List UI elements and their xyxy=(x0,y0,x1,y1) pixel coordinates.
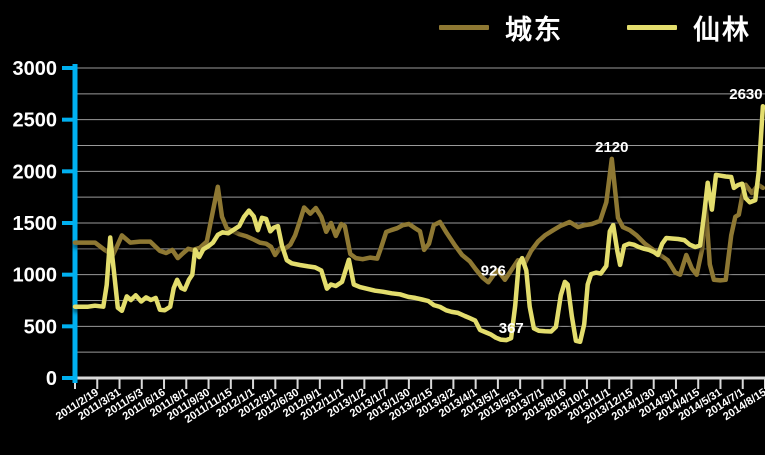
y-tick-label: 500 xyxy=(24,316,57,338)
y-tick-label: 0 xyxy=(46,368,57,390)
legend-item-xianlin: 仙林 xyxy=(627,8,751,47)
y-tick-label: 1500 xyxy=(13,213,58,235)
chengdong-line-swatch xyxy=(439,25,489,30)
data-label: 367 xyxy=(499,320,524,337)
y-tick-label: 2500 xyxy=(13,110,58,132)
data-label: 2120 xyxy=(595,139,628,156)
y-tick-label: 2000 xyxy=(13,161,58,183)
xianlin-line-swatch xyxy=(627,25,677,30)
data-label: 2630 xyxy=(729,86,762,103)
y-tick-label: 1000 xyxy=(13,265,58,287)
data-label: 926 xyxy=(481,262,506,279)
legend-label-chengdong: 城东 xyxy=(505,15,563,45)
series-line-xianlin xyxy=(72,103,765,345)
y-tick-label: 3000 xyxy=(13,58,58,80)
series-line-chengdong xyxy=(72,156,765,285)
legend-item-chengdong: 城东 xyxy=(439,8,563,47)
legend-label-xianlin: 仙林 xyxy=(693,15,751,45)
legend: 城东 仙林 xyxy=(439,8,751,47)
